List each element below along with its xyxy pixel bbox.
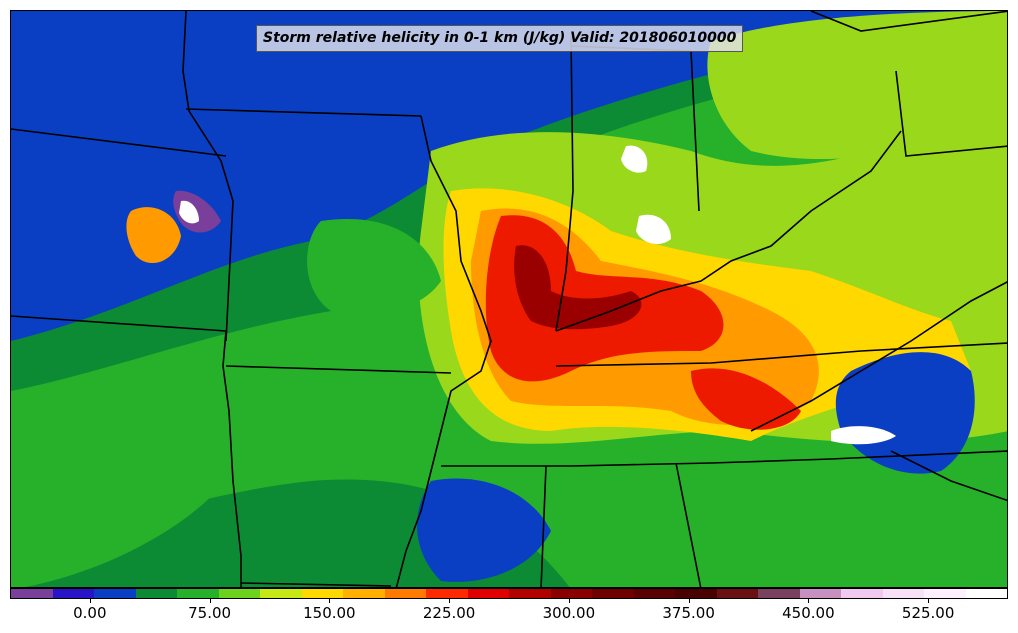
field-green-central (307, 219, 441, 315)
colorbar-segment (52, 589, 94, 598)
colorbar-tick (688, 598, 690, 603)
colorbar-segment (592, 589, 634, 598)
colorbar-tick-label: 0.00 (73, 604, 107, 622)
map-title: Storm relative helicity in 0-1 km (J/kg)… (256, 25, 744, 52)
colorbar-tick-label: 375.00 (662, 604, 715, 622)
colorbar-segment (11, 589, 53, 598)
colorbar-tick (449, 598, 451, 603)
colorbar-ticks: 0.00 75.00 150.00 225.00 300.00 375.00 450.00 5… (10, 598, 1008, 628)
colorbar-segment (509, 589, 551, 598)
colorbar-tick-label: 75.00 (188, 604, 232, 622)
colorbar-tick (808, 598, 810, 603)
colorbar-tick (928, 598, 930, 603)
field-red-se (691, 368, 801, 430)
colorbar-tick (568, 598, 570, 603)
colorbar-segment (384, 589, 426, 598)
colorbar-segment (550, 589, 592, 598)
colorbar-tick (89, 598, 91, 603)
field-white-in (621, 145, 648, 173)
field-darkred (514, 245, 642, 330)
colorbar-segment (467, 589, 509, 598)
colorbar-tick-label: 300.00 (542, 604, 596, 622)
colorbar-segment (135, 589, 177, 598)
map-canvas (11, 11, 1007, 587)
colorbar-tick-label: 150.00 (303, 604, 356, 622)
colorbar-segment (841, 589, 883, 598)
colorbar-segment (218, 589, 260, 598)
field-white-se (831, 426, 896, 445)
field-blue-south (417, 478, 551, 582)
colorbar-segment (716, 589, 758, 598)
colorbar-segment (343, 589, 385, 598)
colorbar-segment (924, 589, 966, 598)
colorbar-segment (758, 589, 800, 598)
colorbar-tick-label: 450.00 (782, 604, 835, 622)
colorbar-segment (94, 589, 136, 598)
field-orange-w (126, 207, 181, 264)
colorbar-segment (633, 589, 675, 598)
colorbar-segment (882, 589, 924, 598)
colorbar-tick (329, 598, 331, 603)
helicity-map: Storm relative helicity in 0-1 km (J/kg)… (10, 10, 1008, 588)
colorbar-segment (426, 589, 468, 598)
field-white-w (179, 200, 199, 224)
colorbar-tick-label: 225.00 (422, 604, 476, 622)
colorbar-segment (675, 589, 717, 598)
colorbar-segment (260, 589, 302, 598)
colorbar-segment (965, 589, 1007, 598)
field-white-ky (636, 214, 671, 245)
field-lime-ne (707, 11, 1007, 160)
colorbar-segment (177, 589, 219, 598)
colorbar-segment (301, 589, 343, 598)
field-green-sw (11, 398, 244, 587)
colorbar (10, 588, 1008, 599)
colorbar-tick-label: 525.00 (901, 604, 955, 622)
colorbar-segment (799, 589, 841, 598)
colorbar-tick (209, 598, 211, 603)
